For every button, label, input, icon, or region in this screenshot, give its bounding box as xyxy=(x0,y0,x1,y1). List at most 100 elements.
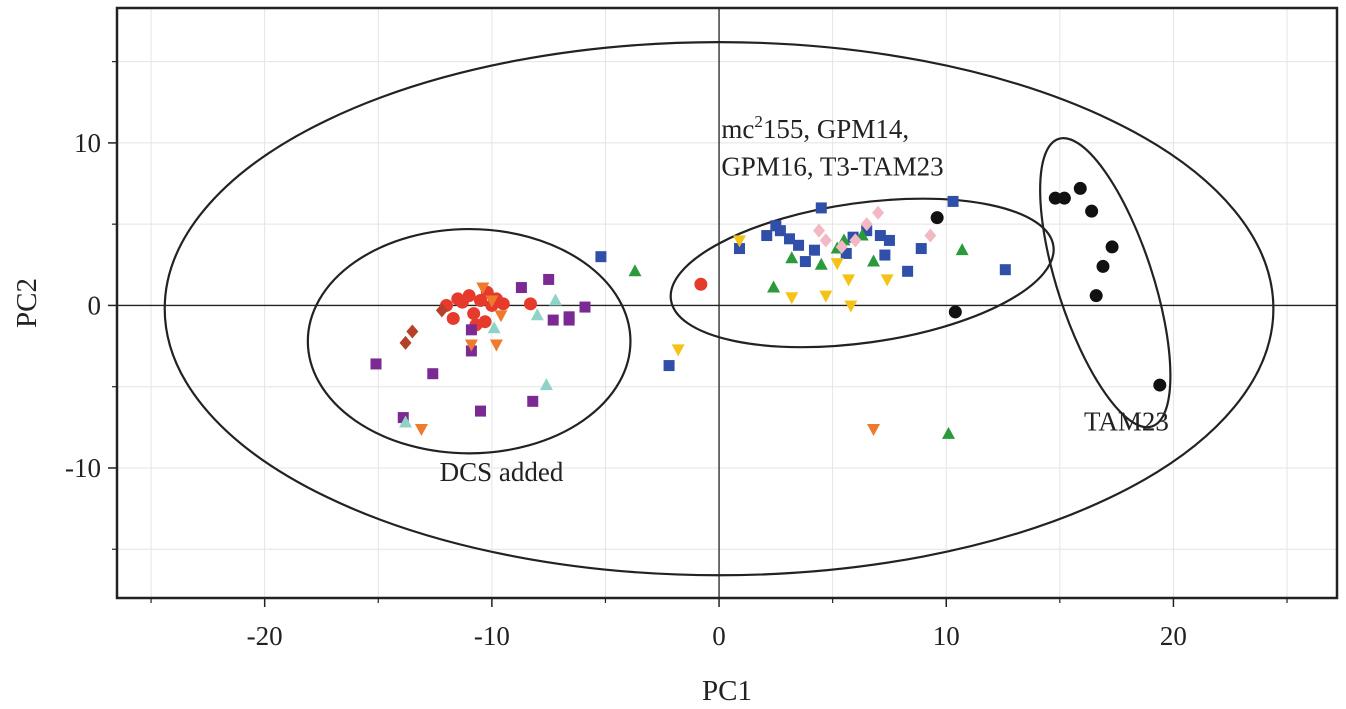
data-point-circle xyxy=(446,311,460,325)
data-point-square xyxy=(465,324,477,336)
y-tick-label: -10 xyxy=(65,453,101,483)
data-point-triangle-up xyxy=(855,228,869,241)
data-point-circle xyxy=(930,211,944,225)
data-point-square xyxy=(761,230,773,242)
data-point-square xyxy=(427,368,439,380)
data-point-square xyxy=(815,202,827,214)
data-point-diamond xyxy=(860,217,873,232)
tick-labels: -20 -10 0 10 20 -10 0 10 xyxy=(65,128,1187,651)
data-point-square xyxy=(774,225,786,237)
data-point-square xyxy=(793,239,805,251)
data-point-circle xyxy=(1073,181,1087,195)
data-point-triangle-up xyxy=(867,254,881,267)
data-point-square xyxy=(563,314,575,326)
data-point-circle xyxy=(1096,259,1110,273)
data-point-triangle-down xyxy=(842,274,856,287)
data-point-circle xyxy=(1085,204,1099,218)
annotation-mc155-line2: GPM16, T3-TAM23 xyxy=(721,151,943,181)
data-point-triangle-down xyxy=(830,258,844,271)
data-point-square xyxy=(999,264,1011,276)
data-point-triangle-down xyxy=(494,310,508,323)
data-point-square xyxy=(527,395,539,407)
zero-axis-lines xyxy=(117,8,1337,598)
data-point-diamond xyxy=(849,233,862,248)
data-point-circle xyxy=(467,307,481,321)
x-axis-title: PC1 xyxy=(702,675,752,707)
ellipse-tam23 xyxy=(1039,137,1172,429)
data-point-square xyxy=(397,412,409,424)
data-point-circle xyxy=(496,297,510,311)
data-point-triangle-down xyxy=(485,295,499,308)
data-point-diamond xyxy=(406,324,419,339)
data-point-square xyxy=(947,195,959,207)
x-tick-label: -20 xyxy=(247,621,283,651)
data-point-triangle-up xyxy=(814,257,828,270)
ellipse-overall xyxy=(163,41,1275,577)
data-point-square xyxy=(663,360,675,372)
annotation-superscript: 2 xyxy=(754,112,763,131)
data-point-circle xyxy=(1153,378,1167,392)
data-point-circle xyxy=(451,292,465,306)
data-point-diamond xyxy=(399,335,412,350)
data-point-diamond xyxy=(835,239,848,254)
data-point-square xyxy=(783,233,795,245)
data-point-circle xyxy=(694,277,708,291)
data-point-triangle-up xyxy=(487,321,501,334)
data-point-square xyxy=(733,243,745,255)
data-point-diamond xyxy=(924,228,937,243)
data-point-triangle-up xyxy=(767,280,781,293)
ellipse-mc155-group xyxy=(669,197,1055,349)
data-point-square xyxy=(515,282,527,294)
x-tick-label: 0 xyxy=(712,621,726,651)
data-point-square xyxy=(595,251,607,263)
data-point-square xyxy=(840,247,852,259)
data-point-circle xyxy=(1089,289,1103,303)
data-point-circle xyxy=(462,289,476,303)
data-point-circle xyxy=(948,305,962,319)
annotations: DCS added TAM23 mc2155, GPM14, GPM16, T3… xyxy=(440,112,1169,487)
data-point-square xyxy=(475,405,487,417)
annotation-mc-prefix: mc xyxy=(721,114,754,144)
data-point-triangle-down xyxy=(476,282,490,295)
axis-ticks xyxy=(108,61,1288,607)
data-point-triangle-up xyxy=(628,264,642,277)
data-point-triangle-up xyxy=(955,243,969,256)
x-tick-label: 20 xyxy=(1160,621,1187,651)
data-point-diamond xyxy=(872,205,885,220)
grid-lines xyxy=(117,8,1337,598)
data-point-diamond xyxy=(435,303,448,318)
data-point-triangle-down xyxy=(880,274,894,287)
annotation-tam23: TAM23 xyxy=(1084,407,1169,437)
group-ellipses xyxy=(163,41,1275,577)
data-point-circle xyxy=(1105,240,1119,254)
data-point-triangle-down xyxy=(414,423,428,436)
data-point-triangle-down xyxy=(464,339,478,352)
data-point-circle xyxy=(1057,191,1071,205)
data-point-triangle-down xyxy=(819,290,833,303)
data-point-square xyxy=(543,273,555,285)
data-point-triangle-up xyxy=(399,415,413,428)
data-point-triangle-down xyxy=(844,300,858,313)
data-point-square xyxy=(883,234,895,246)
x-tick-label: 10 xyxy=(933,621,960,651)
data-point-circle xyxy=(523,297,537,311)
data-point-square xyxy=(579,301,591,313)
data-point-diamond xyxy=(819,233,832,248)
annotation-dcs-added: DCS added xyxy=(440,457,564,487)
y-tick-label: 0 xyxy=(88,290,102,320)
data-point-triangle-down xyxy=(732,235,746,248)
data-point-square xyxy=(879,249,891,261)
annotation-mc-suffix: 155, GPM14, xyxy=(763,114,909,144)
data-point-diamond xyxy=(813,223,826,238)
data-point-square xyxy=(874,230,886,242)
plot-frame xyxy=(115,6,1339,600)
data-point-square xyxy=(799,256,811,268)
data-point-triangle-up xyxy=(785,251,799,264)
data-point-square xyxy=(808,244,820,256)
data-points xyxy=(370,181,1167,439)
data-point-triangle-down xyxy=(489,339,503,352)
data-point-triangle-up xyxy=(539,378,553,391)
data-point-square xyxy=(547,314,559,326)
y-axis-title: PC2 xyxy=(11,278,43,328)
